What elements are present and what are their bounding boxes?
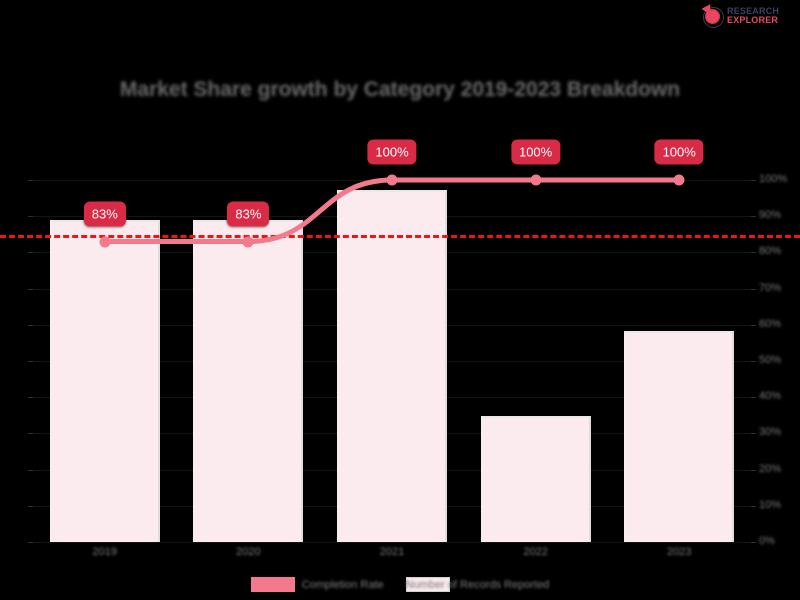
axis-tick [751, 469, 756, 471]
axis-tick [28, 433, 33, 435]
brand-logo: RESEARCH EXPLORER [701, 3, 794, 29]
y-axis-right-tick-label: 30% [759, 426, 782, 439]
x-axis-tick-label: 2020 [236, 546, 261, 558]
y-axis-right-tick-label: 40% [759, 390, 782, 403]
axis-tick [28, 324, 33, 326]
chart-title: Market Share growth by Category 2019-202… [119, 78, 681, 101]
bar[interactable] [337, 190, 447, 542]
y-axis-right-tick-label: 90% [759, 209, 782, 222]
axis-tick [28, 505, 33, 507]
axis-tick [751, 216, 756, 218]
line-marker[interactable] [386, 174, 398, 186]
plot-area: 3,5003,2002,8002,4002,0001,6001,20080040… [0, 139, 800, 558]
data-label: 100% [654, 139, 704, 165]
legend-label: Completion Rate [301, 578, 384, 591]
line-marker[interactable] [673, 174, 685, 186]
axis-tick [751, 324, 756, 326]
x-axis-tick-label: 2022 [523, 546, 548, 558]
y-axis-right-tick-label: 0% [759, 535, 775, 547]
x-axis-tick-label: 2021 [379, 546, 405, 558]
legend-swatch-bar [405, 577, 450, 592]
y-axis-right-tick-label: 20% [759, 462, 782, 475]
y-axis-right-tick-label: 100% [759, 173, 788, 185]
y-axis-right-tick-label: 60% [759, 317, 782, 330]
y-axis-right-tick-label: 10% [759, 498, 782, 511]
logo-line-top: RESEARCH [727, 6, 780, 16]
axis-tick [751, 397, 756, 399]
legend-item[interactable]: Number of Records Reported [405, 577, 550, 592]
y-axis-right-tick-label: 80% [759, 245, 782, 258]
chart-legend: Completion Rate Number of Records Reporte… [0, 577, 800, 592]
bar[interactable] [193, 220, 304, 542]
axis-tick [28, 252, 33, 254]
gridline [33, 542, 751, 543]
axis-tick [751, 542, 756, 543]
axis-tick [28, 469, 33, 471]
axis-tick [751, 252, 756, 254]
bar[interactable] [624, 330, 735, 542]
axis-tick [28, 180, 33, 181]
axis-tick [751, 180, 756, 181]
axis-tick [751, 505, 756, 507]
legend-label: Number of Records Reported [405, 578, 550, 591]
y-axis-right-tick-label: 50% [759, 354, 782, 366]
axis-tick [751, 433, 756, 435]
axis-tick [751, 288, 756, 290]
line-marker[interactable] [242, 236, 254, 248]
axis-tick [28, 361, 33, 362]
threshold-line [0, 235, 800, 239]
axis-tick [28, 216, 33, 218]
logo-line-bottom: EXPLORER [727, 15, 779, 25]
legend-item[interactable]: Completion Rate [250, 577, 384, 592]
axis-tick [751, 361, 756, 362]
legend-swatch-line [250, 577, 295, 592]
x-axis-tick-label: 2019 [92, 546, 118, 558]
data-label: 83% [227, 201, 270, 227]
bar[interactable] [49, 220, 160, 542]
line-marker[interactable] [530, 174, 542, 186]
logo-wordmark: RESEARCH EXPLORER [727, 7, 779, 25]
axis-tick [28, 542, 33, 543]
axis-tick [28, 397, 33, 399]
globe-pin-icon [701, 4, 724, 28]
data-label: 100% [510, 139, 561, 165]
axis-tick [28, 288, 33, 290]
x-axis-tick-label: 2023 [666, 546, 692, 558]
bar[interactable] [480, 416, 591, 542]
y-axis-right-tick-label: 70% [759, 281, 782, 294]
data-label: 100% [367, 139, 417, 165]
line-marker[interactable] [99, 236, 111, 248]
data-label: 83% [83, 201, 126, 227]
